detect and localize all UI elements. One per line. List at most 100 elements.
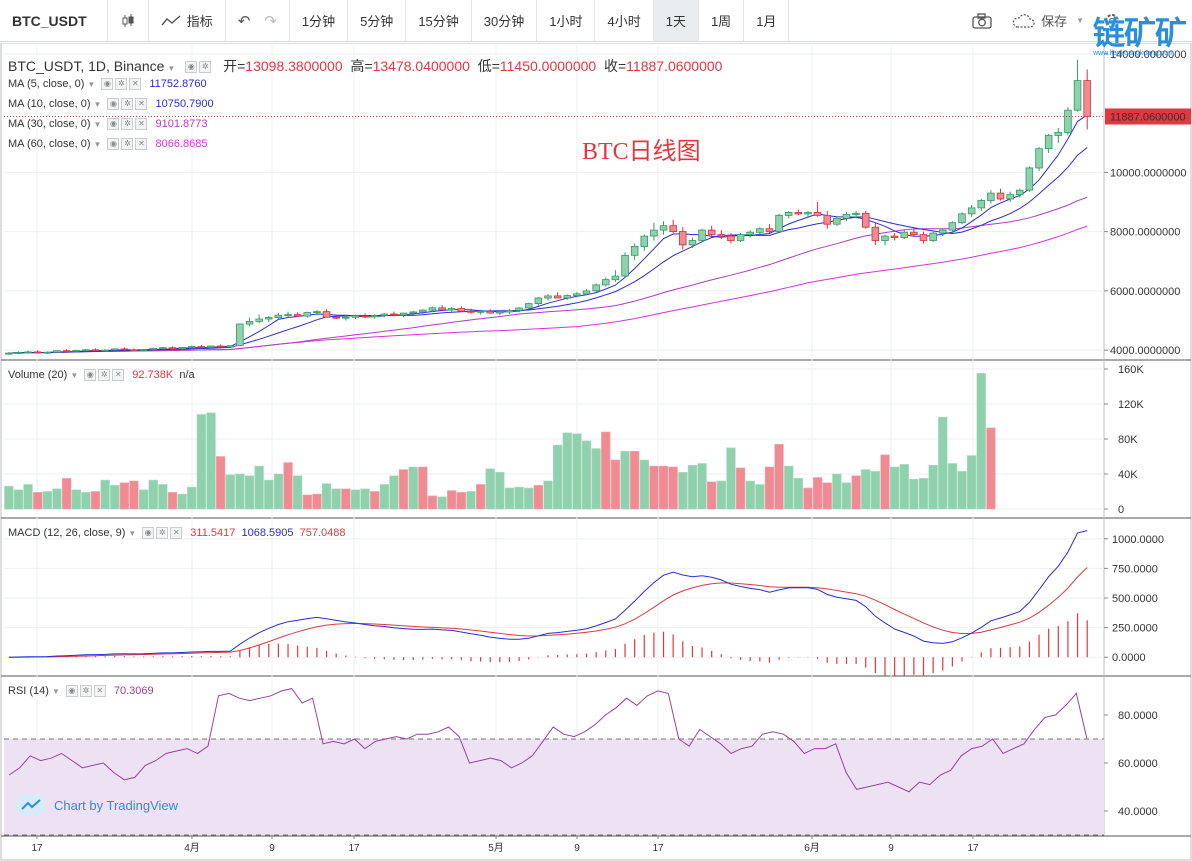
main-series-controls: ◉ ✲: [185, 61, 212, 74]
volume-bar-up: [495, 471, 505, 510]
interval-1w[interactable]: 1周: [699, 0, 745, 41]
close-icon[interactable]: ✕: [112, 369, 125, 381]
macd-tick-label: 0.0000: [1112, 652, 1146, 664]
chevron-down-icon[interactable]: ▼: [128, 528, 137, 538]
indicators-button[interactable]: 指标: [149, 0, 226, 41]
gear-icon[interactable]: ✲: [121, 138, 134, 150]
candle-up: [1054, 132, 1063, 136]
volume-tick-label: 40K: [1118, 469, 1138, 481]
gear-icon[interactable]: ✲: [115, 78, 128, 90]
price-tick-label: 8000.0000000: [1110, 227, 1180, 239]
volume-bar-up: [100, 479, 110, 510]
gear-icon[interactable]: ✲: [121, 118, 134, 130]
symbol-selector[interactable]: BTC_USDT: [0, 0, 108, 41]
tradingview-attribution[interactable]: Chart by TradingView: [16, 794, 178, 816]
volume-bar-down: [418, 466, 428, 510]
volume-bar-up: [639, 459, 649, 510]
volume-bar-down: [216, 456, 226, 510]
candle-down: [168, 347, 177, 350]
candle-up: [313, 311, 321, 314]
date-tick-label: 6月: [804, 842, 820, 854]
close-icon[interactable]: ✕: [129, 78, 142, 90]
volume-bar-up: [697, 463, 707, 510]
eye-icon[interactable]: ◉: [107, 138, 120, 150]
chevron-down-icon[interactable]: ▼: [87, 79, 96, 89]
chevron-down-icon[interactable]: ▼: [70, 370, 79, 380]
chevron-down-icon[interactable]: ▼: [51, 686, 60, 696]
volume-label: Volume (20): [8, 369, 68, 381]
chart-type-button[interactable]: [108, 0, 149, 41]
gear-icon[interactable]: ✲: [98, 369, 111, 381]
eye-icon[interactable]: ◉: [142, 527, 155, 539]
rsi-legend: RSI (14) ▼ ◉ ✲ ✕ 70.3069: [8, 685, 154, 697]
volume-bar-up: [947, 463, 958, 510]
candle-up: [476, 310, 485, 313]
undo-icon[interactable]: ↶: [237, 12, 251, 30]
interval-5m[interactable]: 5分钟: [348, 0, 407, 41]
ma60-label: MA (60, close, 0): [8, 138, 91, 150]
gear-icon[interactable]: ✲: [79, 685, 92, 697]
volume-bar-up: [254, 465, 264, 510]
close-icon[interactable]: ✕: [135, 98, 148, 110]
chevron-down-icon[interactable]: ▼: [93, 139, 102, 149]
close-value: 11887.0600000: [626, 58, 723, 74]
candle-up: [833, 217, 841, 225]
interval-15m[interactable]: 15分钟: [406, 0, 472, 41]
volume-bar-down: [880, 454, 890, 510]
eye-icon[interactable]: ◉: [101, 78, 114, 90]
ma10-legend: MA (10, close, 0) ▼ ◉ ✲ ✕ 10750.7900: [8, 98, 214, 110]
candle-up: [621, 254, 629, 277]
camera-icon[interactable]: [971, 12, 993, 30]
macd-legend: MACD (12, 26, close, 9) ▼ ◉ ✲ ✕ 311.5417 10…: [8, 527, 346, 539]
close-icon[interactable]: ✕: [170, 527, 183, 539]
ma10-label: MA (10, close, 0): [8, 98, 91, 110]
volume-bar-down: [649, 465, 659, 510]
candle-down: [33, 351, 42, 354]
volume-bar-down: [774, 443, 784, 510]
chevron-down-icon[interactable]: ▼: [93, 119, 102, 129]
interval-30m[interactable]: 30分钟: [472, 0, 538, 41]
rsi-controls: ◉ ✲ ✕: [65, 685, 106, 697]
close-label: 收=: [603, 58, 627, 74]
chevron-down-icon[interactable]: ▼: [93, 99, 102, 109]
candle-down: [910, 231, 918, 235]
indicators-icon: [161, 14, 181, 25]
eye-icon[interactable]: ◉: [65, 685, 78, 697]
volume-bar-up: [110, 485, 120, 510]
eye-icon[interactable]: ◉: [185, 61, 198, 74]
candle-up: [505, 309, 514, 313]
candle-down: [216, 345, 225, 348]
interval-1d[interactable]: 1天: [653, 0, 699, 41]
gear-icon[interactable]: ✲: [156, 527, 169, 539]
volume-bar-up: [264, 479, 274, 510]
close-icon[interactable]: ✕: [135, 138, 148, 150]
candle-up: [207, 345, 215, 348]
gear-icon[interactable]: ✲: [199, 61, 212, 74]
interval-4h[interactable]: 4小时: [595, 0, 654, 41]
redo-icon[interactable]: ↷: [264, 12, 277, 30]
interval-1m[interactable]: 1分钟: [290, 0, 349, 41]
ma30-line: [8, 196, 1088, 354]
close-icon[interactable]: ✕: [93, 685, 106, 697]
candle-up: [496, 311, 504, 314]
close-icon[interactable]: ✕: [135, 118, 148, 130]
gear-icon[interactable]: ✲: [121, 98, 134, 110]
interval-1h[interactable]: 1小时: [537, 0, 596, 41]
volume-bar-up: [918, 478, 929, 510]
eye-icon[interactable]: ◉: [107, 98, 120, 110]
attribution-text: Chart by TradingView: [54, 797, 179, 813]
eye-icon[interactable]: ◉: [84, 369, 97, 381]
ma30-label: MA (30, close, 0): [8, 118, 91, 130]
interval-1M[interactable]: 1月: [744, 0, 790, 41]
volume-bar-up: [899, 464, 909, 510]
volume-bar-down: [341, 488, 351, 510]
date-tick-label: 17: [31, 843, 43, 854]
chart-canvas[interactable]: 11887.0600000 14000.0000000 10000.0000000 8…: [0, 43, 1192, 861]
volume-bar-up: [466, 491, 476, 510]
candle-up: [987, 192, 995, 201]
candle-up: [929, 232, 937, 241]
eye-icon[interactable]: ◉: [107, 118, 120, 130]
gear-icon[interactable]: [1102, 11, 1122, 31]
save-button[interactable]: 保存 ▼: [1011, 11, 1084, 30]
chevron-down-icon[interactable]: ▼: [167, 64, 176, 73]
